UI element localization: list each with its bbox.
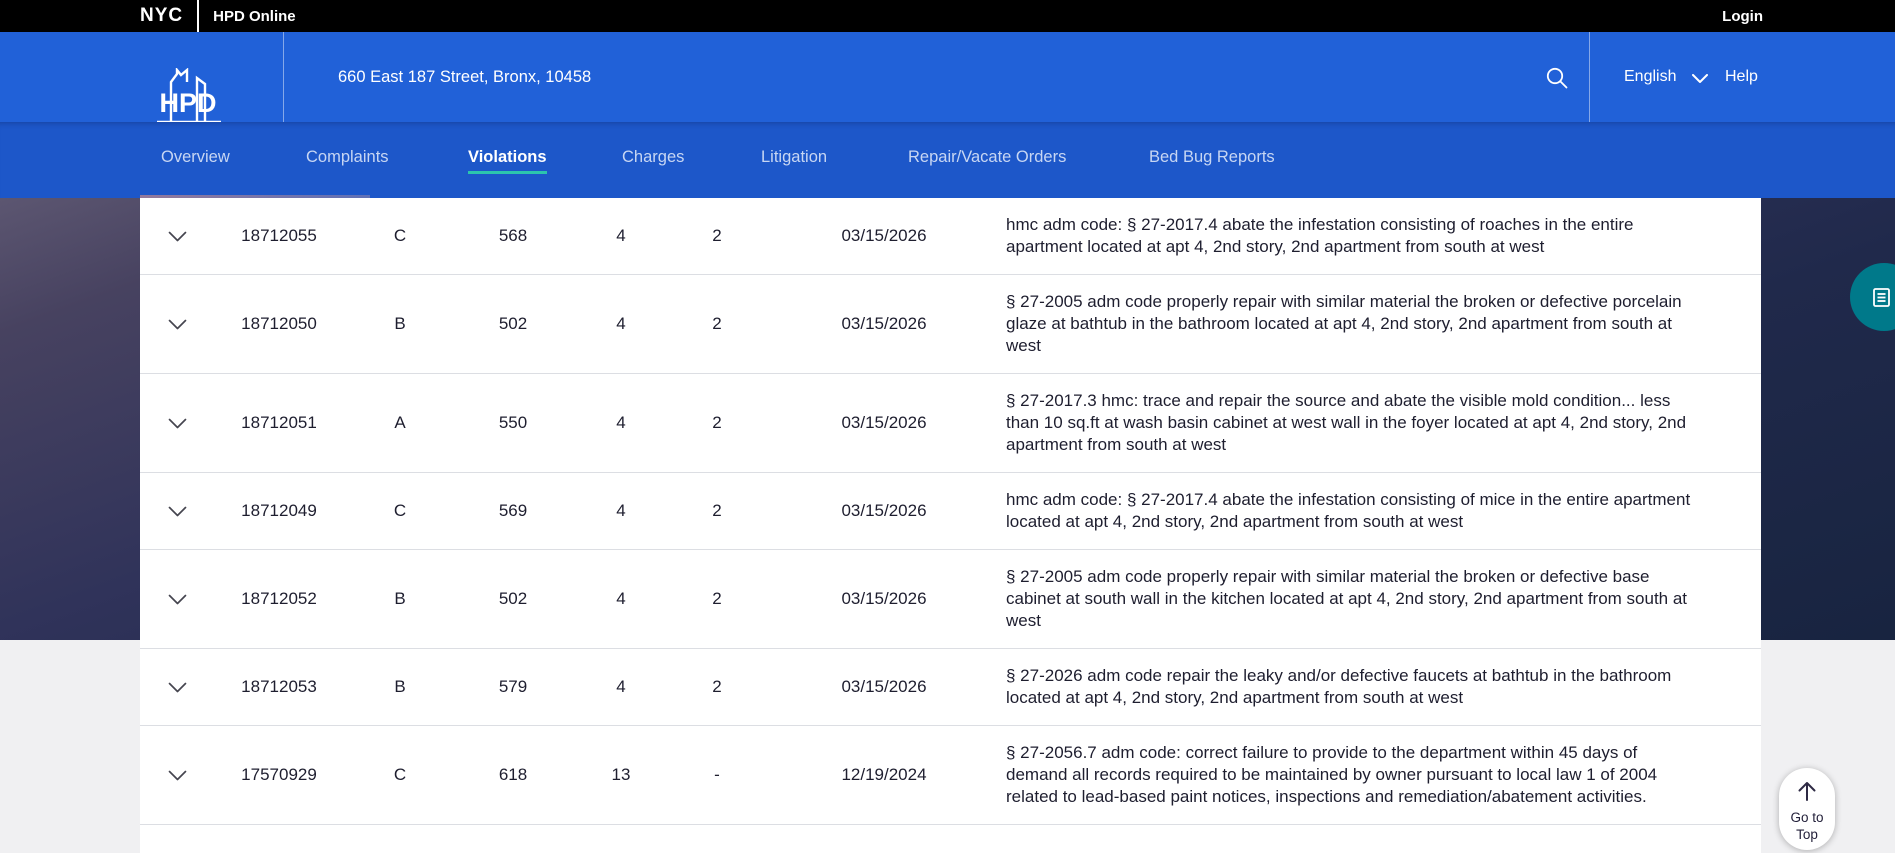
violation-order-no: 502 (498, 589, 528, 608)
tab-bed-bug-reports[interactable]: Bed Bug Reports (1149, 148, 1275, 166)
table-row: 18712049 C 569 4 2 03/15/2026 hmc adm co… (140, 473, 1761, 550)
violation-story: 4 (616, 677, 626, 696)
violation-id: 18712055 (241, 226, 317, 245)
violation-description: § 27-2005 adm code properly repair with … (1006, 567, 1688, 630)
violation-order-no: 618 (498, 765, 528, 784)
violation-class: B (394, 589, 406, 608)
expand-row-icon[interactable] (166, 767, 188, 783)
hpd-buildings-icon: HPD (148, 68, 228, 124)
building-address: 660 East 187 Street, Bronx, 10458 (338, 68, 592, 86)
tab-repair-vacate-orders[interactable]: Repair/Vacate Orders (908, 148, 1067, 166)
violation-story: 4 (616, 314, 626, 333)
app-title: HPD Online (213, 7, 296, 25)
violation-description: § 27-2017.3 hmc: trace and repair the so… (1006, 391, 1687, 454)
go-to-top-label: Go to Top (1790, 810, 1824, 842)
violation-apartment: 2 (712, 589, 722, 608)
expand-row-icon[interactable] (166, 679, 188, 695)
violation-order-no: 579 (498, 677, 528, 696)
expand-row-icon[interactable] (166, 415, 188, 431)
violation-id: 18712053 (241, 677, 317, 696)
header-divider-left (283, 32, 284, 122)
violation-story: 4 (616, 226, 626, 245)
violation-description: hmc adm code: § 27-2017.4 abate the infe… (1006, 215, 1634, 256)
violation-class: C (393, 765, 407, 784)
violation-date: 03/15/2026 (841, 226, 927, 245)
svg-text:HPD: HPD (159, 88, 216, 118)
top-bar: NYC HPD Online Login (0, 0, 1895, 32)
violation-id: 18712049 (241, 501, 317, 520)
tab-complaints[interactable]: Complaints (306, 148, 389, 166)
violation-apartment: 2 (712, 501, 722, 520)
expand-row-icon[interactable] (166, 591, 188, 607)
violation-date: 03/15/2026 (841, 501, 927, 520)
table-row: 18712055 C 568 4 2 03/15/2026 hmc adm co… (140, 198, 1761, 275)
language-selector[interactable]: English (1624, 32, 1709, 122)
violation-id: 18712052 (241, 589, 317, 608)
tab-charges[interactable]: Charges (622, 148, 685, 166)
violation-class: A (394, 413, 406, 432)
expand-row-icon[interactable] (166, 228, 188, 244)
violation-id: 18712050 (241, 314, 317, 333)
table-row: 18712052 B 502 4 2 03/15/2026 § 27-2005 … (140, 550, 1761, 649)
search-icon[interactable] (1544, 65, 1574, 95)
violation-class: B (394, 677, 406, 696)
violation-apartment: 2 (712, 677, 722, 696)
violation-date: 12/19/2024 (841, 765, 927, 784)
table-row: 17570929 C 618 13 - 12/19/2024 § 27-2056… (140, 726, 1761, 825)
violation-description: hmc adm code: § 27-2017.4 abate the infe… (1006, 490, 1691, 531)
violation-id: 17570929 (241, 765, 317, 784)
violation-story: 4 (616, 413, 626, 432)
go-to-top-button[interactable]: Go to Top (1779, 768, 1835, 850)
violation-description: § 27-2005 adm code properly repair with … (1006, 292, 1682, 355)
violation-date: 03/15/2026 (841, 589, 927, 608)
table-row: 18712053 B 579 4 2 03/15/2026 § 27-2026 … (140, 649, 1761, 726)
violation-id: 18712051 (241, 413, 317, 432)
login-button[interactable]: Login (1722, 7, 1763, 25)
violation-date: 03/15/2026 (841, 314, 927, 333)
violation-order-no: 550 (498, 413, 528, 432)
tab-litigation[interactable]: Litigation (761, 148, 828, 166)
violation-class: C (393, 501, 407, 520)
nyc-logo[interactable]: NYC (140, 5, 184, 26)
violation-apartment: 2 (712, 314, 722, 333)
violation-story: 4 (616, 589, 626, 608)
section-nav: Overview Complaints Violations Charges L… (0, 122, 1895, 198)
violation-order-no: 569 (498, 501, 528, 520)
table-row: 18712051 A 550 4 2 03/15/2026 § 27-2017.… (140, 374, 1761, 473)
table-row: 18712050 B 502 4 2 03/15/2026 § 27-2005 … (140, 275, 1761, 374)
violation-story: 13 (611, 765, 631, 784)
tab-overview[interactable]: Overview (161, 148, 230, 166)
violation-date: 03/15/2026 (841, 677, 927, 696)
help-link[interactable]: Help (1725, 68, 1758, 85)
violation-story: 4 (616, 501, 626, 520)
language-label: English (1624, 68, 1677, 85)
site-header: HPD ONLINE 660 East 187 Street, Bronx, 1… (0, 32, 1895, 137)
violation-class: B (394, 314, 406, 333)
violation-class: C (393, 226, 407, 245)
tab-violations[interactable]: Violations (468, 148, 547, 174)
violation-order-no: 502 (498, 314, 528, 333)
violation-apartment: - (714, 765, 720, 784)
arrow-up-icon (1795, 768, 1819, 807)
violation-apartment: 2 (712, 413, 722, 432)
violation-apartment: 2 (712, 226, 722, 245)
header-divider-right (1589, 32, 1590, 122)
chevron-down-icon (1692, 70, 1709, 88)
expand-row-icon[interactable] (166, 503, 188, 519)
violations-table: 18712055 C 568 4 2 03/15/2026 hmc adm co… (140, 195, 1761, 853)
violation-description: § 27-2026 adm code repair the leaky and/… (1006, 666, 1672, 707)
table-row-partial (140, 825, 1761, 845)
violation-order-no: 568 (498, 226, 528, 245)
violation-description: § 27-2056.7 adm code: correct failure to… (1006, 743, 1658, 806)
violation-date: 03/15/2026 (841, 413, 927, 432)
expand-row-icon[interactable] (166, 316, 188, 332)
topbar-divider (197, 0, 200, 32)
scroll-artifact (140, 195, 370, 198)
